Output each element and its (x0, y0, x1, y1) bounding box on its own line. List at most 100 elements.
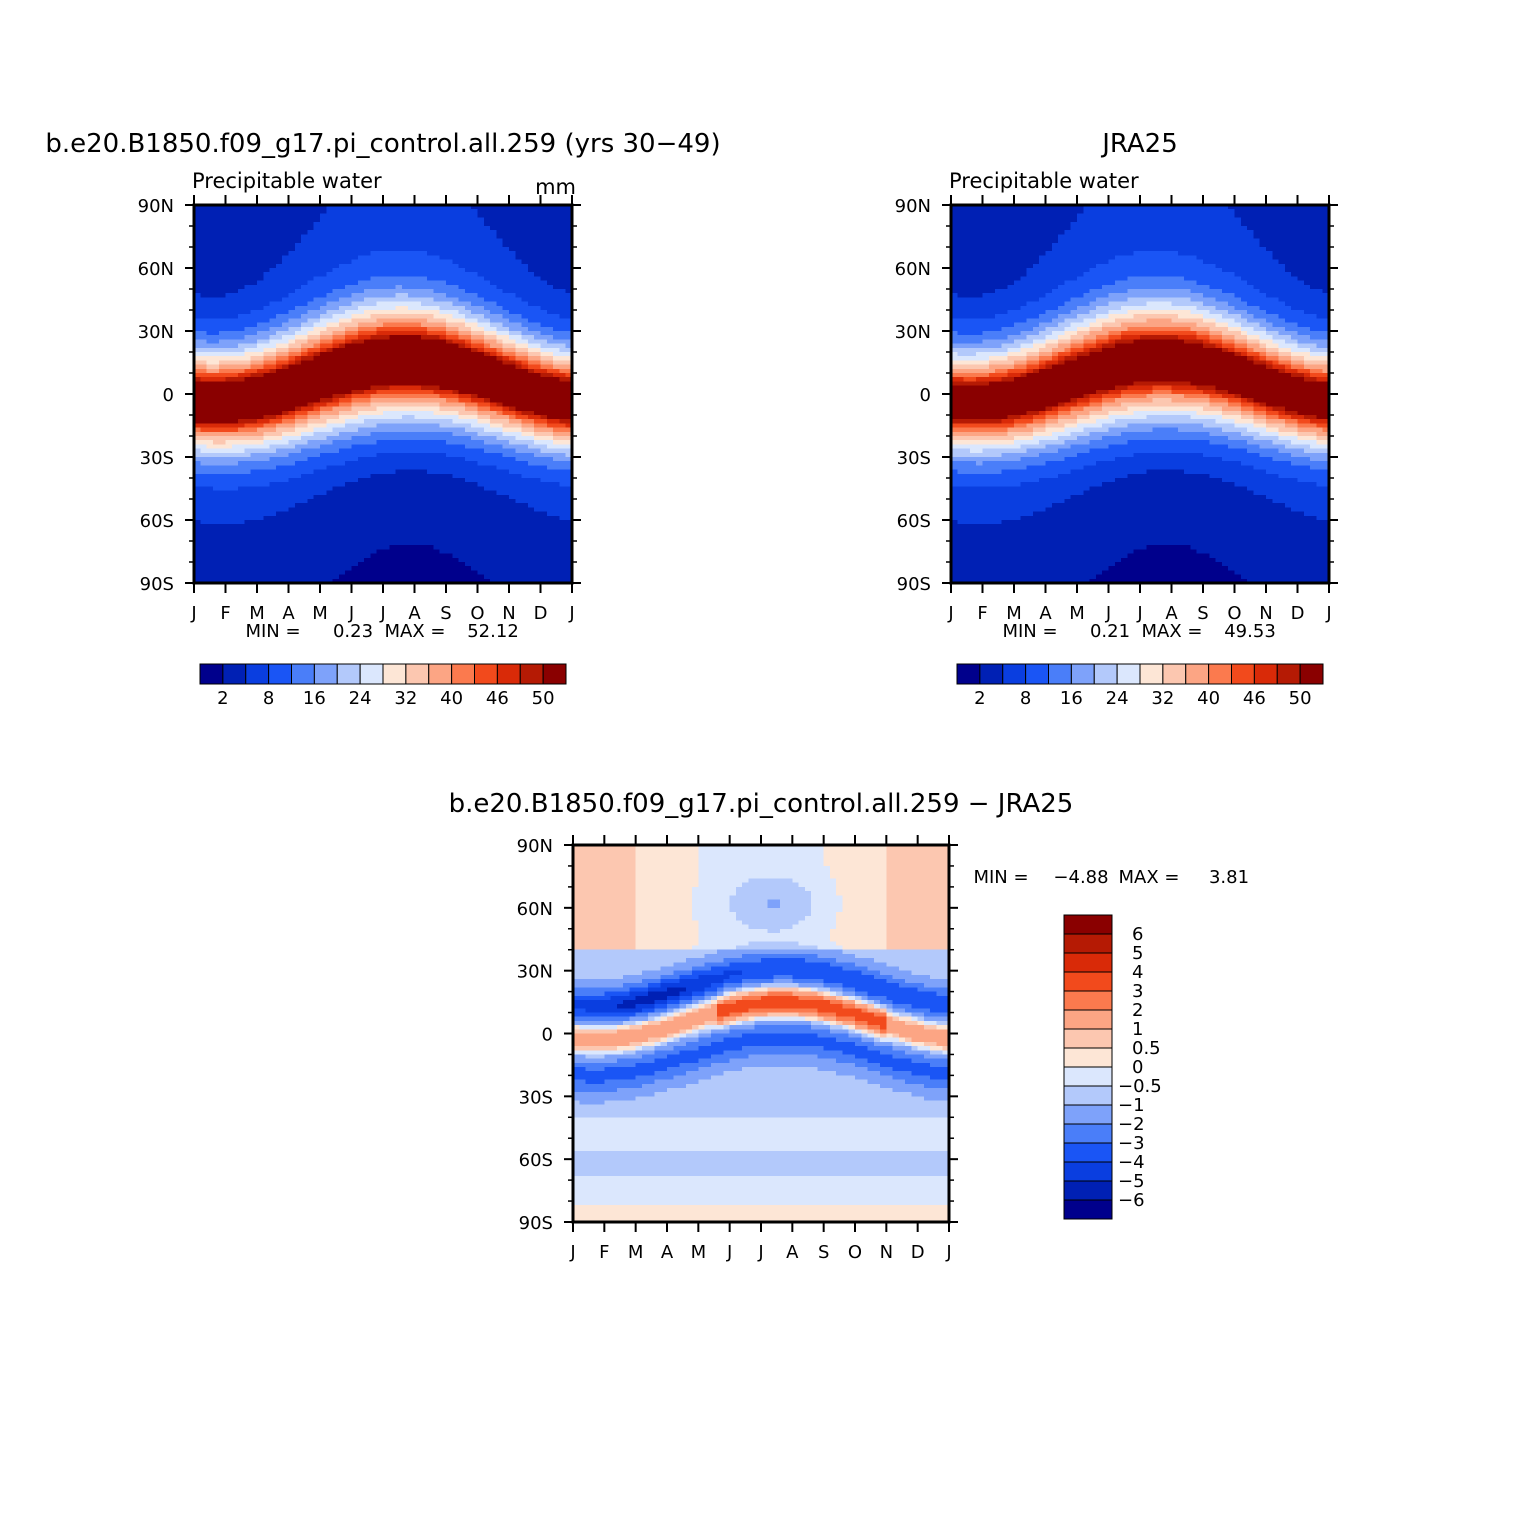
contour-cell (433, 343, 441, 349)
contour-cell (320, 289, 327, 294)
contour-cell (357, 394, 365, 399)
contour-cell (294, 457, 302, 462)
contour-cell (464, 444, 472, 450)
contour-cell (219, 205, 227, 210)
contour-cell (282, 322, 290, 328)
contour-cell (313, 347, 321, 353)
contour-cell (351, 234, 359, 240)
contour-cell (370, 364, 378, 370)
contour-cell (458, 499, 466, 504)
contour-cell (464, 423, 472, 429)
contour-cell (521, 452, 529, 458)
contour-cell (420, 482, 428, 487)
contour-cell (307, 217, 315, 223)
contour-cell (275, 394, 283, 399)
contour-cell (338, 226, 346, 231)
contour-cell (408, 440, 416, 445)
contour-cell (527, 301, 535, 307)
contour-cell (471, 356, 479, 361)
contour-cell (257, 255, 264, 261)
contour-cell (219, 490, 227, 496)
contour-cell (401, 221, 409, 227)
contour-cell (332, 221, 340, 227)
contour-cell (194, 557, 201, 563)
contour-cell (439, 541, 447, 546)
contour-cell (357, 368, 365, 374)
contour-cell (225, 536, 233, 542)
contour-cell (288, 553, 296, 559)
contour-cell (225, 360, 233, 366)
contour-cell (464, 520, 472, 525)
contour-cell (351, 545, 359, 550)
contour-cell (364, 536, 371, 542)
contour-cell (521, 310, 529, 315)
contour-cell (219, 431, 227, 437)
contour-cell (502, 360, 510, 366)
contour-cell (263, 373, 271, 378)
contour-cell (206, 259, 214, 265)
contour-cell (446, 410, 453, 416)
contour-cell (250, 205, 258, 210)
contour-cell (282, 385, 290, 391)
contour-cell (464, 389, 472, 395)
contour-cell (395, 230, 403, 235)
contour-cell (395, 503, 403, 508)
contour-cell (225, 507, 233, 513)
contour-cell (401, 318, 409, 324)
contour-cell (427, 352, 434, 357)
contour-cell (345, 469, 353, 475)
contour-cell (301, 310, 308, 315)
contour-cell (521, 272, 529, 277)
contour-cell (351, 406, 359, 412)
contour-cell (288, 242, 296, 248)
contour-cell (351, 331, 359, 336)
contour-cell (313, 280, 321, 286)
contour-cell (401, 419, 409, 424)
contour-cell (225, 326, 233, 332)
contour-cell (383, 284, 390, 290)
contour-cell (301, 394, 308, 399)
contour-cell (446, 209, 453, 214)
contour-cell (540, 284, 548, 290)
contour-cell (471, 373, 479, 378)
contour-cell (231, 297, 239, 303)
contour-cell (433, 469, 441, 475)
contour-cell (301, 511, 308, 517)
contour-cell (194, 385, 201, 391)
contour-cell (496, 247, 504, 252)
contour-cell (294, 562, 302, 567)
contour-cell (257, 398, 264, 403)
contour-cell (408, 381, 416, 387)
contour-cell (471, 226, 479, 231)
contour-cell (414, 381, 422, 387)
contour-cell (364, 389, 371, 395)
contour-cell (414, 289, 422, 294)
contour-cell (370, 415, 378, 420)
contour-cell (320, 578, 327, 584)
contour-cell (433, 310, 441, 315)
contour-cell (395, 469, 403, 475)
contour-cell (275, 431, 283, 437)
contour-cell (477, 562, 485, 567)
contour-cell (471, 364, 479, 370)
contour-cell (446, 494, 453, 500)
contour-cell (257, 364, 264, 370)
contour-cell (351, 541, 359, 546)
contour-cell (313, 368, 321, 374)
contour-cell (269, 368, 277, 374)
contour-cell (275, 536, 283, 542)
contour-cell (200, 213, 208, 219)
contour-cell (282, 326, 290, 332)
contour-cell (401, 347, 409, 353)
contour-cell (194, 276, 201, 282)
contour-cell (527, 448, 535, 454)
contour-cell (427, 557, 434, 563)
contour-cell (502, 268, 510, 273)
contour-cell (401, 301, 409, 307)
contour-cell (294, 553, 302, 559)
contour-cell (275, 520, 283, 525)
contour-cell (332, 209, 340, 214)
contour-cell (433, 545, 441, 550)
contour-cell (238, 448, 245, 454)
contour-cell (534, 347, 542, 353)
